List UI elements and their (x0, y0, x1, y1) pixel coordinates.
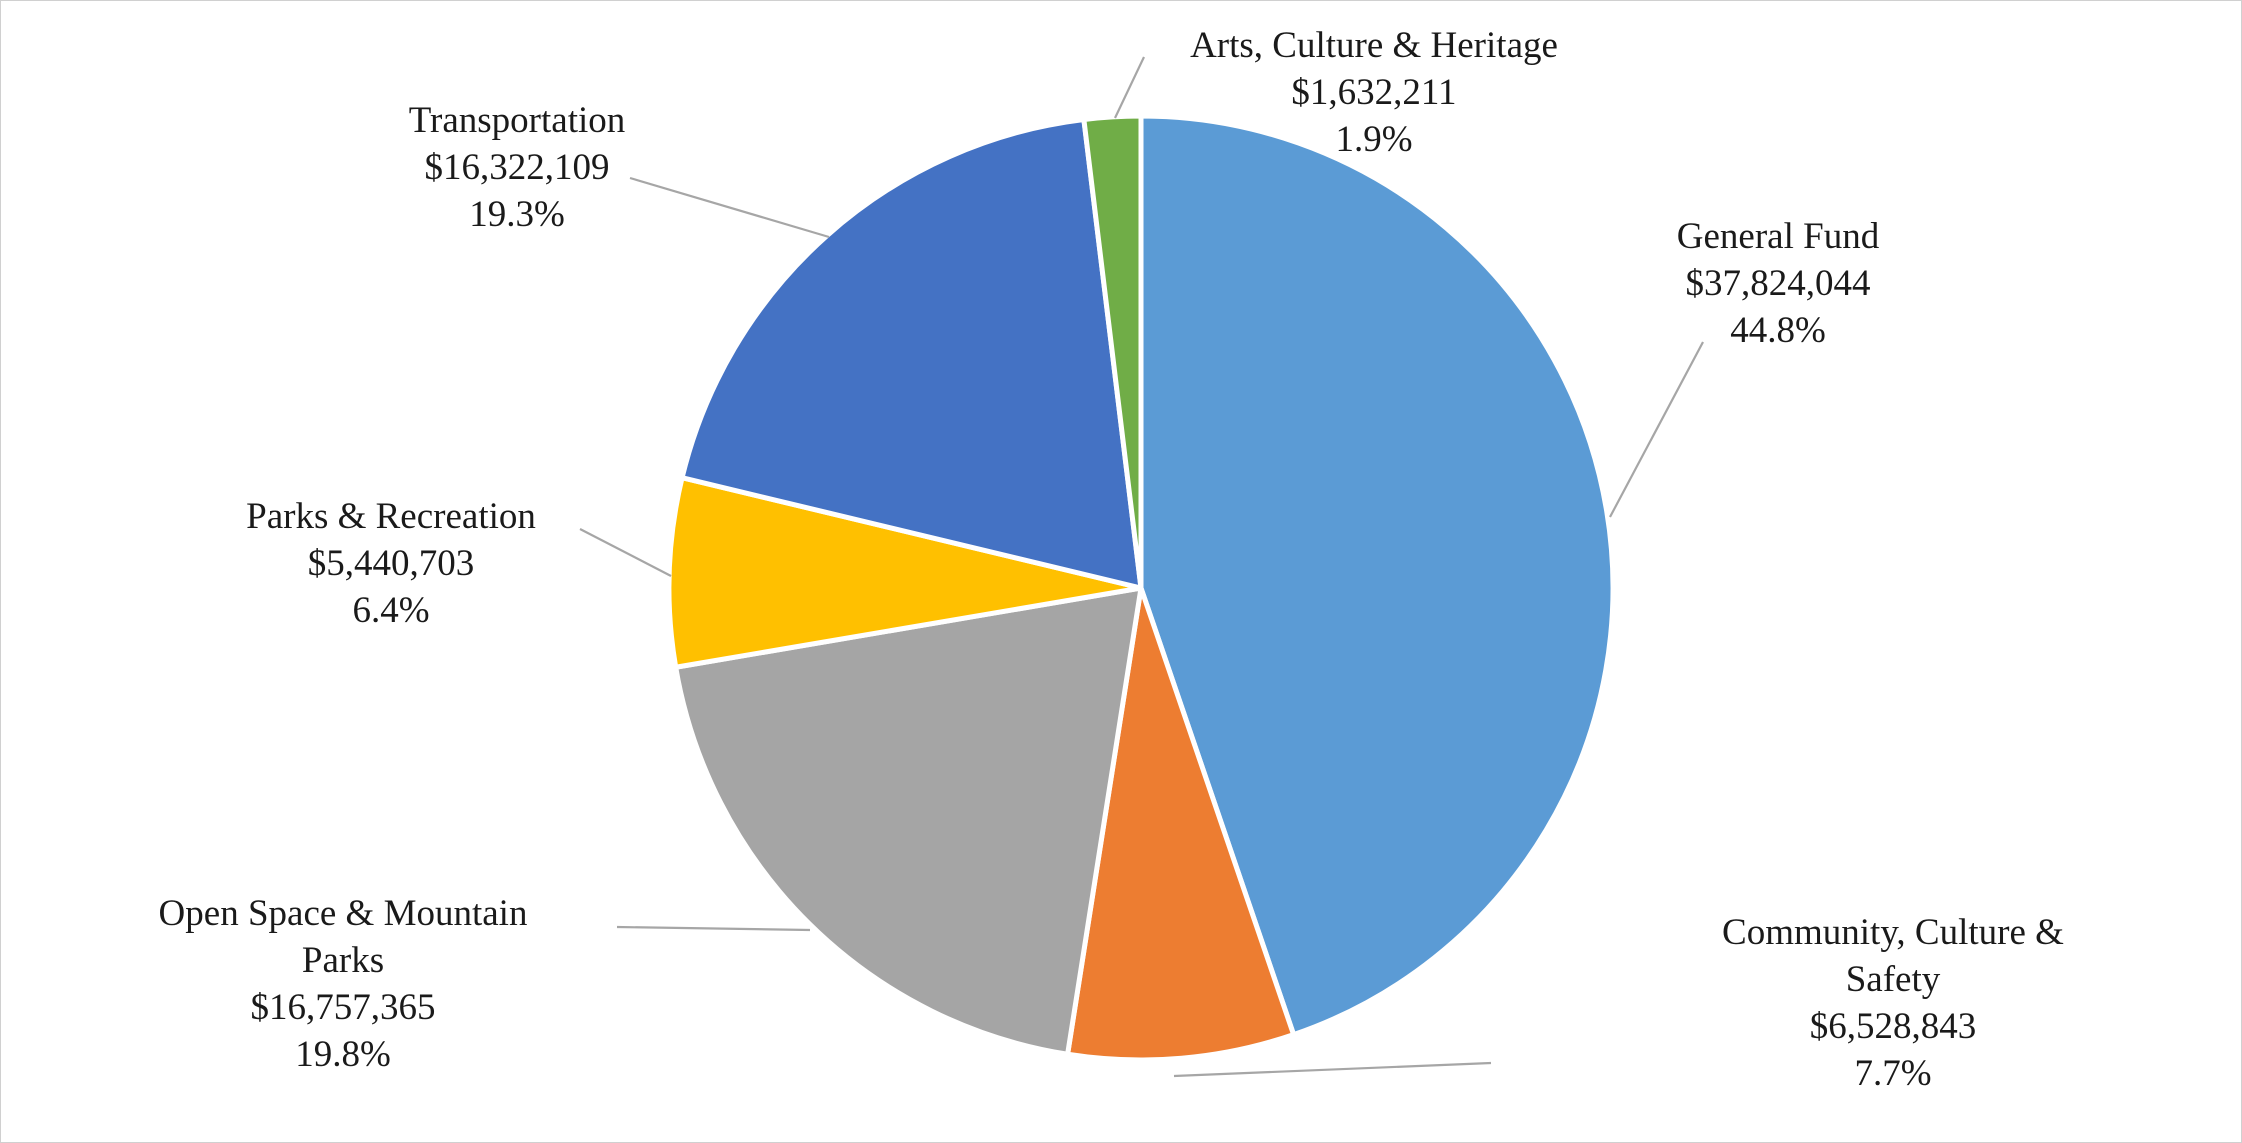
pie-slices (666, 113, 1616, 1063)
data-labels: General Fund $37,824,044 44.8% Community, C… (159, 25, 2065, 1094)
leader-line-arts-culture-heritage (1114, 56, 1145, 119)
leader-line-general-fund (1609, 341, 1704, 518)
data-label-transportation: Transportation $16,322,109 19.3% (409, 100, 626, 235)
data-label-line: 19.3% (469, 194, 565, 235)
data-label-line: Transportation (409, 100, 626, 141)
pie-slice-general-fund (1138, 113, 1616, 1038)
pie-slice-parks-recreation (666, 475, 1144, 670)
leader-line-parks-recreation (579, 528, 672, 577)
data-label-line: Parks & Recreation (246, 496, 536, 537)
leader-lines (579, 56, 1704, 1078)
data-label-community-culture-safety: Community, Culture & Safety $6,528,843 7.7% (1722, 912, 2064, 1094)
data-label-line: 7.7% (1854, 1053, 1931, 1094)
data-label-line: Parks (302, 940, 384, 981)
data-label-line: $37,824,044 (1686, 263, 1871, 304)
leader-line-open-space-mountain-parks (616, 925, 811, 932)
data-label-line: 1.9% (1335, 119, 1412, 160)
data-label-line: General Fund (1677, 216, 1880, 257)
data-label-parks-recreation: Parks & Recreation $5,440,703 6.4% (246, 496, 536, 631)
data-label-line: 6.4% (352, 590, 429, 631)
data-label-arts-culture-heritage: Arts, Culture & Heritage $1,632,211 1.9% (1190, 25, 1558, 160)
data-label-line: Open Space & Mountain (159, 893, 528, 934)
leader-line-transportation (629, 176, 830, 239)
pie-slice-open-space-mountain-parks (673, 585, 1144, 1057)
data-label-line: $6,528,843 (1810, 1006, 1977, 1047)
data-label-open-space-mountain-parks: Open Space & Mountain Parks $16,757,365 19.… (159, 893, 528, 1075)
data-label-line: $1,632,211 (1291, 72, 1456, 113)
data-label-line: $16,322,109 (425, 147, 610, 188)
leader-line-community-culture-safety (1173, 1061, 1492, 1078)
data-label-general-fund: General Fund $37,824,044 44.8% (1677, 216, 1880, 351)
pie-slice-arts-culture-heritage (1081, 113, 1144, 591)
data-label-line: Community, Culture & (1722, 912, 2064, 953)
data-label-line: 19.8% (295, 1034, 391, 1075)
data-label-line: $5,440,703 (308, 543, 475, 584)
data-label-line: $16,757,365 (251, 987, 436, 1028)
data-label-line: 44.8% (1730, 310, 1826, 351)
data-label-line: Safety (1846, 959, 1941, 1000)
data-label-line: Arts, Culture & Heritage (1190, 25, 1558, 66)
